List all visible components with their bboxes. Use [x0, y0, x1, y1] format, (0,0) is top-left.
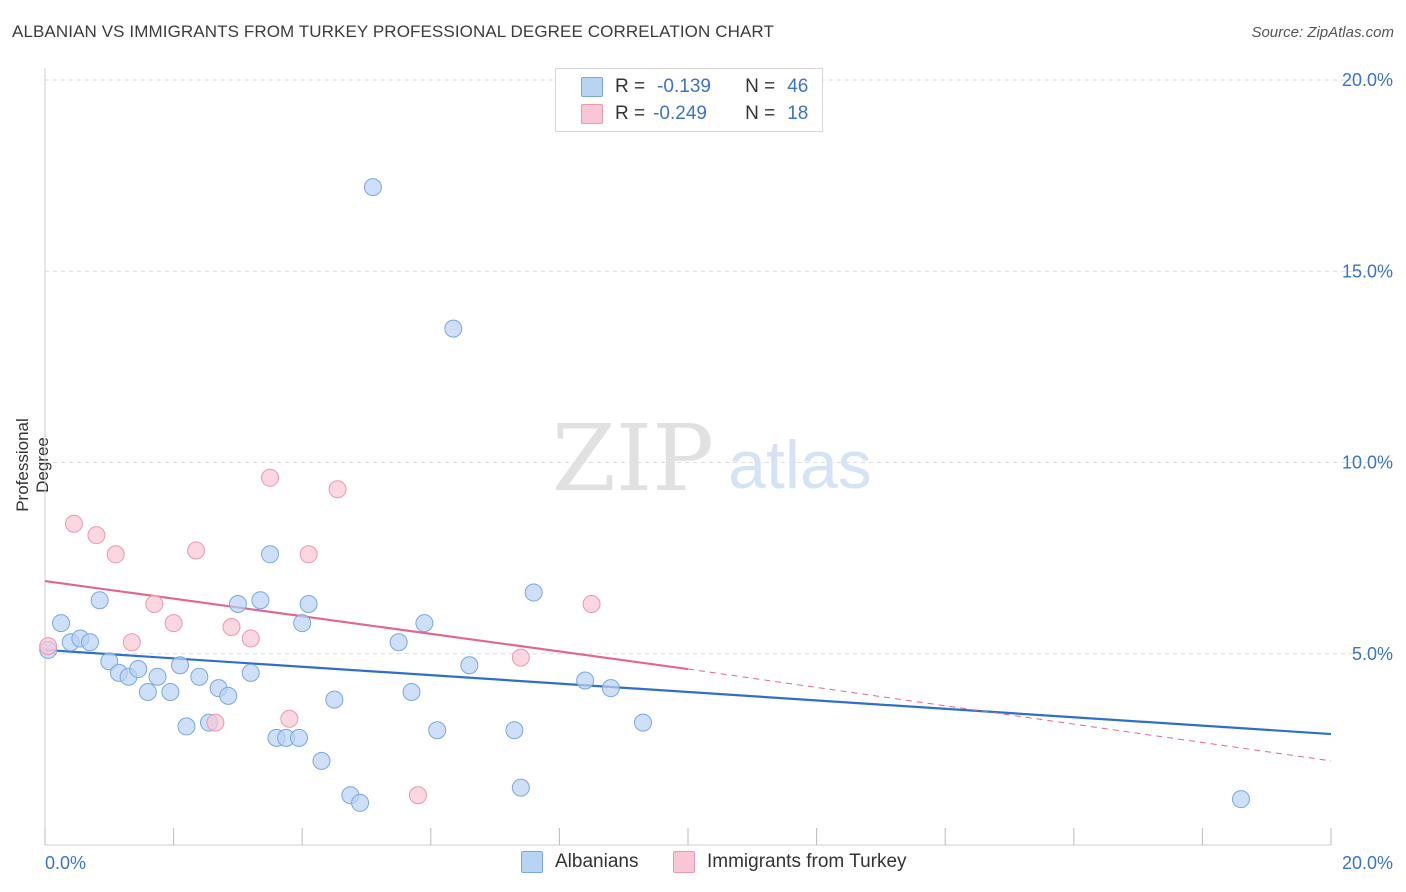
legend-r-value: -0.139 — [657, 76, 711, 97]
data-point-albanians — [428, 721, 447, 740]
data-point-albanians — [148, 667, 167, 686]
legend-swatch-albanians — [521, 851, 543, 873]
watermark-atlas: atlas — [728, 427, 872, 503]
legend-n-label: N = — [745, 103, 776, 124]
data-point-albanians — [325, 690, 344, 709]
data-point-albanians — [505, 721, 524, 740]
correlation-legend: R = -0.139 N = 46 R = -0.249 N = 18 — [555, 68, 823, 132]
data-point-albanians — [241, 663, 260, 682]
data-point-albanians — [171, 656, 190, 675]
legend-row-albanians: R = -0.139 N = 46 — [556, 74, 808, 100]
data-point-albanians — [219, 686, 238, 705]
data-point-turkey — [187, 541, 206, 560]
data-point-turkey — [164, 614, 183, 633]
data-point-albanians — [81, 633, 100, 652]
data-point-albanians — [511, 778, 530, 797]
data-point-albanians — [402, 683, 421, 701]
trend-line-albanians — [44, 648, 1332, 736]
legend-n-value: 18 — [787, 103, 809, 124]
data-point-albanians — [389, 633, 408, 652]
data-point-turkey — [408, 786, 427, 805]
data-point-turkey — [145, 595, 164, 614]
source-label: Source: ZipAtlas.com — [1251, 24, 1394, 41]
data-point-turkey — [122, 633, 141, 652]
data-point-albanians — [601, 679, 620, 698]
watermark: ZIP atlas — [552, 405, 872, 512]
legend-swatch-turkey — [673, 851, 695, 873]
data-point-albanians — [138, 683, 157, 701]
legend-r-label: R = — [615, 103, 646, 124]
data-point-albanians — [576, 671, 595, 690]
trend-extension-turkey — [687, 668, 1332, 762]
data-point-albanians — [100, 652, 119, 671]
data-point-albanians — [293, 614, 312, 633]
data-point-albanians — [261, 545, 280, 564]
data-point-turkey — [299, 545, 318, 564]
data-point-albanians — [228, 595, 247, 614]
data-point-turkey — [280, 709, 299, 728]
y-tick-label: 10.0% — [1342, 453, 1393, 473]
data-point-albanians — [351, 793, 370, 812]
data-point-albanians — [161, 683, 180, 701]
data-point-albanians — [363, 178, 382, 197]
y-tick-label: 15.0% — [1342, 261, 1393, 281]
legend-label-turkey: Immigrants from Turkey — [707, 851, 907, 872]
data-point-turkey — [582, 595, 601, 614]
data-point-albanians — [129, 660, 148, 679]
legend-n-label: N = — [745, 76, 776, 97]
data-point-albanians — [190, 667, 209, 686]
data-point-albanians — [177, 717, 196, 736]
data-point-albanians — [460, 656, 479, 675]
grid-layer — [45, 79, 1371, 655]
points-layer — [39, 178, 1250, 812]
tick-labels: 5.0% 10.0% 15.0% 20.0% 0.0% 20.0% — [45, 70, 1393, 873]
data-point-turkey — [106, 545, 125, 564]
data-point-turkey — [222, 617, 241, 636]
data-point-albanians — [299, 595, 318, 614]
data-point-albanians — [312, 751, 331, 770]
y-tick-label: 5.0% — [1352, 644, 1393, 664]
legend-n-value: 46 — [787, 76, 809, 97]
chart-title: ALBANIAN VS IMMIGRANTS FROM TURKEY PROFE… — [12, 22, 774, 41]
data-point-albanians — [1231, 790, 1250, 809]
legend-item-albanians: Albanians — [521, 851, 638, 873]
data-point-turkey — [87, 526, 106, 545]
data-point-albanians — [633, 713, 652, 732]
data-point-turkey — [241, 629, 260, 648]
data-point-turkey — [64, 514, 83, 533]
data-point-turkey — [511, 648, 530, 667]
data-point-albanians — [52, 614, 71, 633]
legend-r-label: R = — [615, 76, 646, 97]
y-tick-label: 20.0% — [1342, 70, 1393, 90]
legend-row-turkey: R = -0.249 N = 18 — [556, 101, 808, 127]
data-point-albanians — [444, 319, 463, 338]
data-point-turkey — [39, 637, 58, 656]
legend-r-value: -0.249 — [653, 103, 707, 124]
legend-swatch-albanians — [581, 77, 603, 97]
x-tick-label: 20.0% — [1342, 853, 1393, 873]
data-point-turkey — [261, 468, 280, 487]
data-point-albanians — [90, 591, 109, 610]
data-point-turkey — [328, 480, 347, 499]
data-point-turkey — [206, 713, 225, 732]
x-tick-label: 0.0% — [45, 853, 86, 873]
series-legend: Albanians Immigrants from Turkey — [0, 851, 1406, 879]
legend-swatch-turkey — [581, 104, 603, 124]
data-point-albanians — [415, 614, 434, 633]
watermark-zip: ZIP — [552, 405, 714, 512]
data-point-albanians — [289, 728, 308, 747]
legend-label-albanians: Albanians — [555, 851, 639, 872]
axis-layer — [44, 68, 1332, 846]
legend-item-turkey: Immigrants from Turkey — [673, 851, 907, 873]
data-point-albanians — [524, 583, 543, 602]
data-point-albanians — [251, 591, 270, 610]
